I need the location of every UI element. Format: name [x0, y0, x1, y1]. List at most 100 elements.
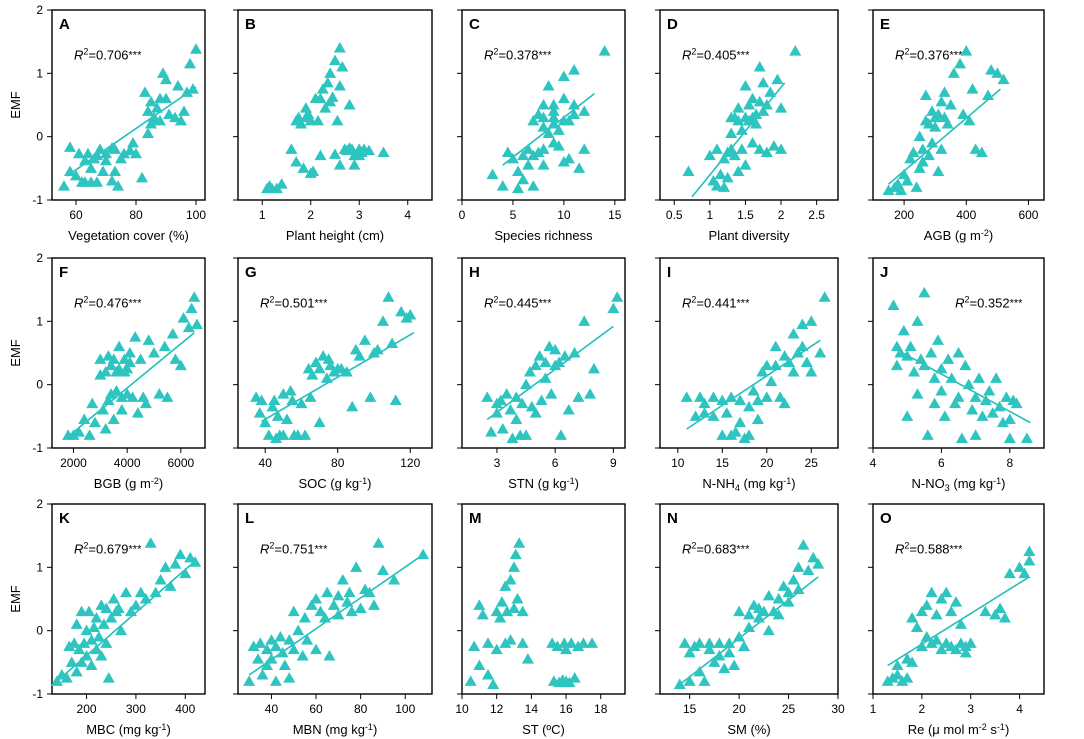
- data-point: [277, 429, 290, 440]
- data-point: [710, 180, 723, 191]
- data-point: [506, 152, 519, 164]
- data-point: [94, 353, 107, 364]
- x-tick-label: 6: [938, 456, 945, 470]
- data-point: [935, 385, 948, 396]
- x-tick-label: 100: [395, 702, 415, 716]
- panel-letter: J: [880, 264, 888, 281]
- data-point: [67, 429, 80, 440]
- x-tick-label: 10: [455, 702, 469, 716]
- data-point: [314, 92, 327, 104]
- x-tick-label: 12: [490, 702, 504, 716]
- data-point: [952, 347, 965, 358]
- data-point: [298, 612, 311, 623]
- data-point: [751, 394, 764, 405]
- data-point: [388, 574, 401, 585]
- data-point: [160, 92, 172, 104]
- data-point: [952, 391, 965, 402]
- data-point: [494, 612, 507, 623]
- data-point: [1013, 561, 1026, 572]
- x-tick-label: 6000: [167, 456, 194, 470]
- data-point: [169, 353, 182, 364]
- data-point: [92, 631, 105, 642]
- data-point: [955, 432, 968, 443]
- data-point: [553, 356, 566, 367]
- panel-H: 3 6 9 H STN (g kg-1) R2=0.445***: [457, 257, 626, 491]
- data-point: [969, 143, 982, 154]
- x-axis-label: AGB (g m-2): [924, 228, 993, 243]
- data-point: [181, 86, 193, 97]
- panel-F: -1 0 1 2 2000 4000 6000 F EMF BGB (g m-2) R2=0.476…: [8, 251, 206, 491]
- data-point: [944, 99, 957, 110]
- data-point: [897, 324, 910, 336]
- data-point: [904, 340, 917, 352]
- data-point: [935, 143, 948, 154]
- plot-frame: [461, 9, 626, 201]
- x-axis-label: SM (%): [727, 722, 770, 737]
- data-point: [482, 637, 495, 648]
- data-point: [979, 394, 992, 405]
- data-point: [486, 168, 499, 180]
- x-tick-label: 10: [671, 456, 685, 470]
- data-point: [60, 672, 73, 683]
- panel-C: 0 5 10 15 C Species richness R2=0.378***: [457, 9, 626, 243]
- r-squared-label: R2=0.352***: [955, 294, 1023, 310]
- x-tick-label: 3: [356, 208, 363, 222]
- data-point: [274, 631, 287, 642]
- data-point: [266, 400, 279, 412]
- data-point: [698, 397, 711, 409]
- data-point: [908, 366, 921, 377]
- data-point: [127, 137, 139, 148]
- data-point: [280, 413, 293, 424]
- x-tick-label: 100: [186, 208, 206, 222]
- data-point: [109, 165, 121, 176]
- data-point: [925, 637, 938, 648]
- data-point: [562, 152, 575, 164]
- data-point: [139, 86, 151, 97]
- x-tick-label: 15: [608, 208, 622, 222]
- data-point: [58, 180, 70, 191]
- data-point: [527, 149, 540, 161]
- data-point: [139, 593, 152, 604]
- data-point: [906, 612, 919, 623]
- data-point: [80, 624, 93, 636]
- data-point: [73, 643, 86, 655]
- data-point: [918, 359, 931, 371]
- data-point: [728, 149, 741, 161]
- data-point: [377, 146, 390, 157]
- x-tick-label: 400: [175, 702, 195, 716]
- data-point: [107, 593, 120, 604]
- data-point: [269, 675, 282, 686]
- data-point: [95, 650, 108, 661]
- data-point: [523, 366, 536, 377]
- data-point: [771, 73, 784, 85]
- data-point: [341, 596, 354, 607]
- data-point: [247, 640, 260, 651]
- data-point: [732, 114, 745, 126]
- panel-letter: B: [245, 16, 256, 33]
- data-point: [110, 385, 123, 396]
- data-point: [916, 143, 929, 154]
- x-axis-label: ST (ºC): [522, 722, 565, 737]
- data-point: [473, 599, 486, 610]
- data-point: [521, 653, 534, 664]
- plot-frame: [659, 257, 839, 449]
- x-axis-label: Species richness: [494, 228, 593, 243]
- data-point: [496, 423, 509, 434]
- data-point: [743, 608, 755, 620]
- data-point: [527, 114, 540, 126]
- plot-frame: [659, 503, 839, 695]
- data-point: [547, 105, 560, 116]
- data-point: [305, 599, 318, 610]
- data-point: [112, 602, 125, 613]
- data-point: [919, 89, 932, 100]
- panel-letter: F: [59, 264, 68, 281]
- data-point: [149, 586, 162, 598]
- data-point: [178, 105, 190, 116]
- data-point: [107, 353, 120, 364]
- data-point: [673, 678, 686, 689]
- panel-G: 40 80 120 G SOC (g kg-1) R2=0.501***: [233, 257, 433, 491]
- data-point: [782, 586, 795, 598]
- data-point: [950, 596, 963, 607]
- data-point: [986, 407, 999, 418]
- data-point: [990, 372, 1003, 383]
